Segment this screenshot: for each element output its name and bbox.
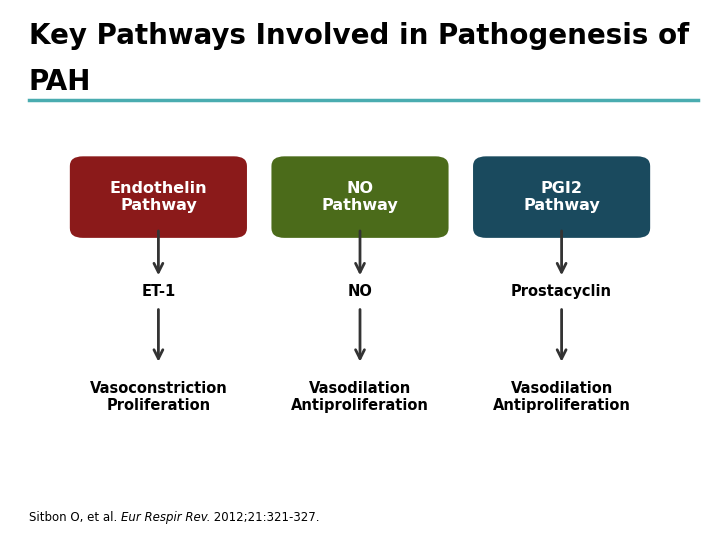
Text: NO
Pathway: NO Pathway <box>322 181 398 213</box>
FancyBboxPatch shape <box>70 157 247 238</box>
Text: PAH: PAH <box>29 68 91 96</box>
Text: Vasodilation
Antiproliferation: Vasodilation Antiproliferation <box>492 381 631 413</box>
Text: Key Pathways Involved in Pathogenesis of: Key Pathways Involved in Pathogenesis of <box>29 22 689 50</box>
Text: NO: NO <box>348 284 372 299</box>
Text: Vasodilation
Antiproliferation: Vasodilation Antiproliferation <box>291 381 429 413</box>
Text: Eur Respir Rev.: Eur Respir Rev. <box>121 511 210 524</box>
FancyBboxPatch shape <box>271 157 449 238</box>
FancyBboxPatch shape <box>473 157 650 238</box>
Text: Prostacyclin: Prostacyclin <box>511 284 612 299</box>
Text: PGI2
Pathway: PGI2 Pathway <box>523 181 600 213</box>
Text: 2012;21:321-327.: 2012;21:321-327. <box>210 511 320 524</box>
Text: Sitbon O, et al.: Sitbon O, et al. <box>29 511 121 524</box>
Text: ET-1: ET-1 <box>141 284 176 299</box>
Text: Vasoconstriction
Proliferation: Vasoconstriction Proliferation <box>89 381 228 413</box>
Text: Endothelin
Pathway: Endothelin Pathway <box>109 181 207 213</box>
